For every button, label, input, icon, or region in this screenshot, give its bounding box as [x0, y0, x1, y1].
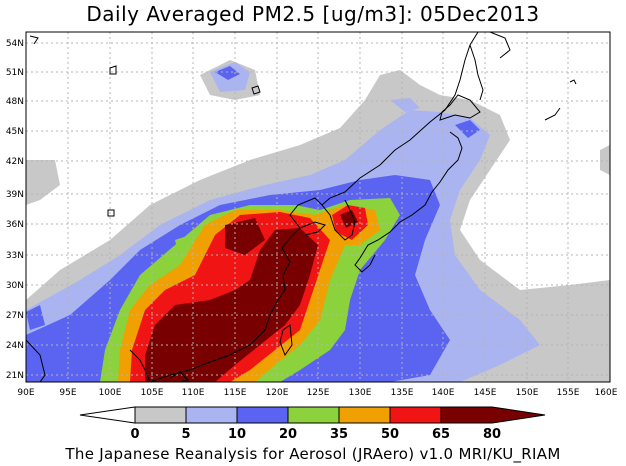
colorbar-cell-0 — [79, 406, 136, 424]
lon-label: 140E — [432, 388, 455, 398]
lon-label: 155E — [557, 388, 580, 398]
colorbar-cell-5 — [338, 406, 391, 424]
colorbar-cell-1 — [134, 406, 187, 424]
colorbar-label: 0 — [130, 427, 139, 442]
lat-label: 36N — [6, 220, 24, 230]
colorbar-cell-3 — [236, 406, 289, 424]
contour-80-plus-c — [340, 210, 358, 228]
contour-80-plus — [145, 228, 318, 382]
colorbar: 0 5 10 20 35 50 65 80 — [79, 406, 546, 442]
lon-label: 100E — [99, 388, 122, 398]
contour-20-35-ne — [455, 120, 480, 138]
map-frame — [25, 31, 611, 383]
lon-label: 160E — [595, 388, 618, 398]
longitude-labels: 90E 95E 100E 105E 110E 115E 120E 125E 13… — [17, 388, 617, 398]
lat-label: 42N — [6, 157, 24, 167]
lon-label: 90E — [17, 388, 34, 398]
lat-label: 54N — [6, 39, 24, 49]
lat-label: 30N — [6, 281, 24, 291]
lon-label: 110E — [182, 388, 205, 398]
colorbar-cell-2 — [185, 406, 238, 424]
contour-35-50-b — [175, 235, 190, 252]
colorbar-cell-4 — [287, 406, 340, 424]
lat-label: 39N — [6, 190, 24, 200]
pm25-field — [26, 60, 610, 382]
colorbar-cell-7 — [440, 406, 546, 424]
lat-label: 24N — [6, 341, 24, 351]
lon-label: 125E — [307, 388, 330, 398]
lat-label: 27N — [6, 311, 24, 321]
colorbar-cell-6 — [389, 406, 442, 424]
lon-label: 115E — [224, 388, 247, 398]
lon-label: 130E — [349, 388, 372, 398]
credit-line: The Japanese Reanalysis for Aerosol (JRA… — [65, 445, 561, 463]
colorbar-label: 65 — [432, 427, 450, 442]
contour-20-35-w — [26, 305, 45, 330]
lat-label: 45N — [6, 127, 24, 137]
colorbar-label: 5 — [181, 427, 190, 442]
contour-5-10-west — [26, 160, 60, 205]
lon-label: 150E — [516, 388, 539, 398]
lon-label: 145E — [474, 388, 497, 398]
contour-5-10-east — [600, 145, 610, 175]
lon-label: 120E — [266, 388, 289, 398]
colorbar-label: 10 — [228, 427, 246, 442]
coastlines — [26, 32, 577, 382]
colorbar-label: 50 — [381, 427, 399, 442]
colorbar-label: 35 — [330, 427, 348, 442]
lon-label: 135E — [391, 388, 414, 398]
contour-20-35-north — [215, 66, 240, 80]
colorbar-label: 80 — [483, 427, 501, 442]
colorbar-label: 20 — [279, 427, 297, 442]
lat-label: 48N — [6, 97, 24, 107]
lon-label: 95E — [59, 388, 76, 398]
lat-label: 51N — [6, 68, 24, 78]
lat-label: 21N — [6, 371, 24, 381]
latitude-labels: 54N 51N 48N 45N 42N 39N 36N 33N 30N 27N … — [6, 39, 24, 381]
map-title: Daily Averaged PM2.5 [ug/m3]: 05Dec2013 — [86, 2, 540, 26]
lon-label: 105E — [141, 388, 164, 398]
gridlines — [26, 32, 610, 382]
lat-label: 33N — [6, 251, 24, 261]
